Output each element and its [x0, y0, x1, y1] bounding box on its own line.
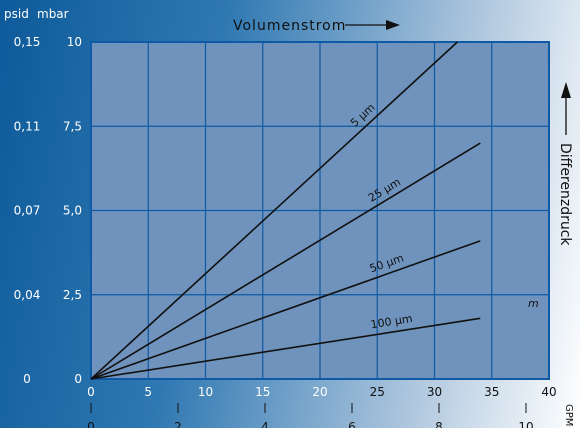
x-tick-label: 40	[541, 385, 556, 399]
series-layer	[90, 41, 481, 380]
y-tick-label: 2,5	[63, 288, 82, 302]
x-tick-label: 25	[370, 385, 385, 399]
y-unit-secondary: psid	[4, 7, 29, 21]
y-tick-label-secondary: 0	[23, 372, 31, 386]
series-line	[90, 142, 481, 380]
x-tick-label-secondary: 10	[518, 420, 533, 428]
y-tick-label: 7,5	[63, 119, 82, 133]
series-line	[90, 240, 481, 380]
x-tick-label-secondary: 8	[435, 420, 443, 428]
x-tick-label-secondary: 2	[174, 420, 182, 428]
x-tick-label-secondary: 6	[348, 420, 356, 428]
series-label: 100 µm	[370, 312, 414, 331]
x-axis-title: Volumenstrom	[233, 18, 346, 34]
annotation-m: m	[528, 297, 539, 310]
series-line	[90, 317, 481, 380]
x-tick-label: 20	[312, 385, 327, 399]
y-tick-label: 0	[74, 372, 82, 386]
y-tick-label-secondary: 0,11	[14, 119, 41, 133]
y-tick-label: 5,0	[63, 204, 82, 218]
series-line	[90, 41, 458, 380]
x-tick-label: 35	[484, 385, 499, 399]
y-unit-primary: mbar	[37, 7, 69, 21]
x-tick-label: 15	[255, 385, 270, 399]
x-tick-label-secondary: 4	[261, 420, 269, 428]
y-tick-label-secondary: 0,04	[14, 288, 41, 302]
grid-layer	[91, 42, 549, 379]
y-tick-label-secondary: 0,15	[14, 35, 41, 49]
y-tick-label: 10	[67, 35, 82, 49]
x-tick-label: 0	[87, 385, 95, 399]
x-tick-label-secondary: 0	[87, 420, 95, 428]
x-axis-arrow	[345, 20, 400, 30]
x-tick-label: 10	[198, 385, 213, 399]
x-tick-label: 30	[427, 385, 442, 399]
x-unit-secondary: GPM	[563, 404, 574, 426]
y-tick-label-secondary: 0,07	[14, 204, 41, 218]
x-tick-label: 5	[144, 385, 152, 399]
y-axis-title: Differenzdruck	[557, 143, 573, 246]
y-axis-arrow	[561, 82, 571, 135]
